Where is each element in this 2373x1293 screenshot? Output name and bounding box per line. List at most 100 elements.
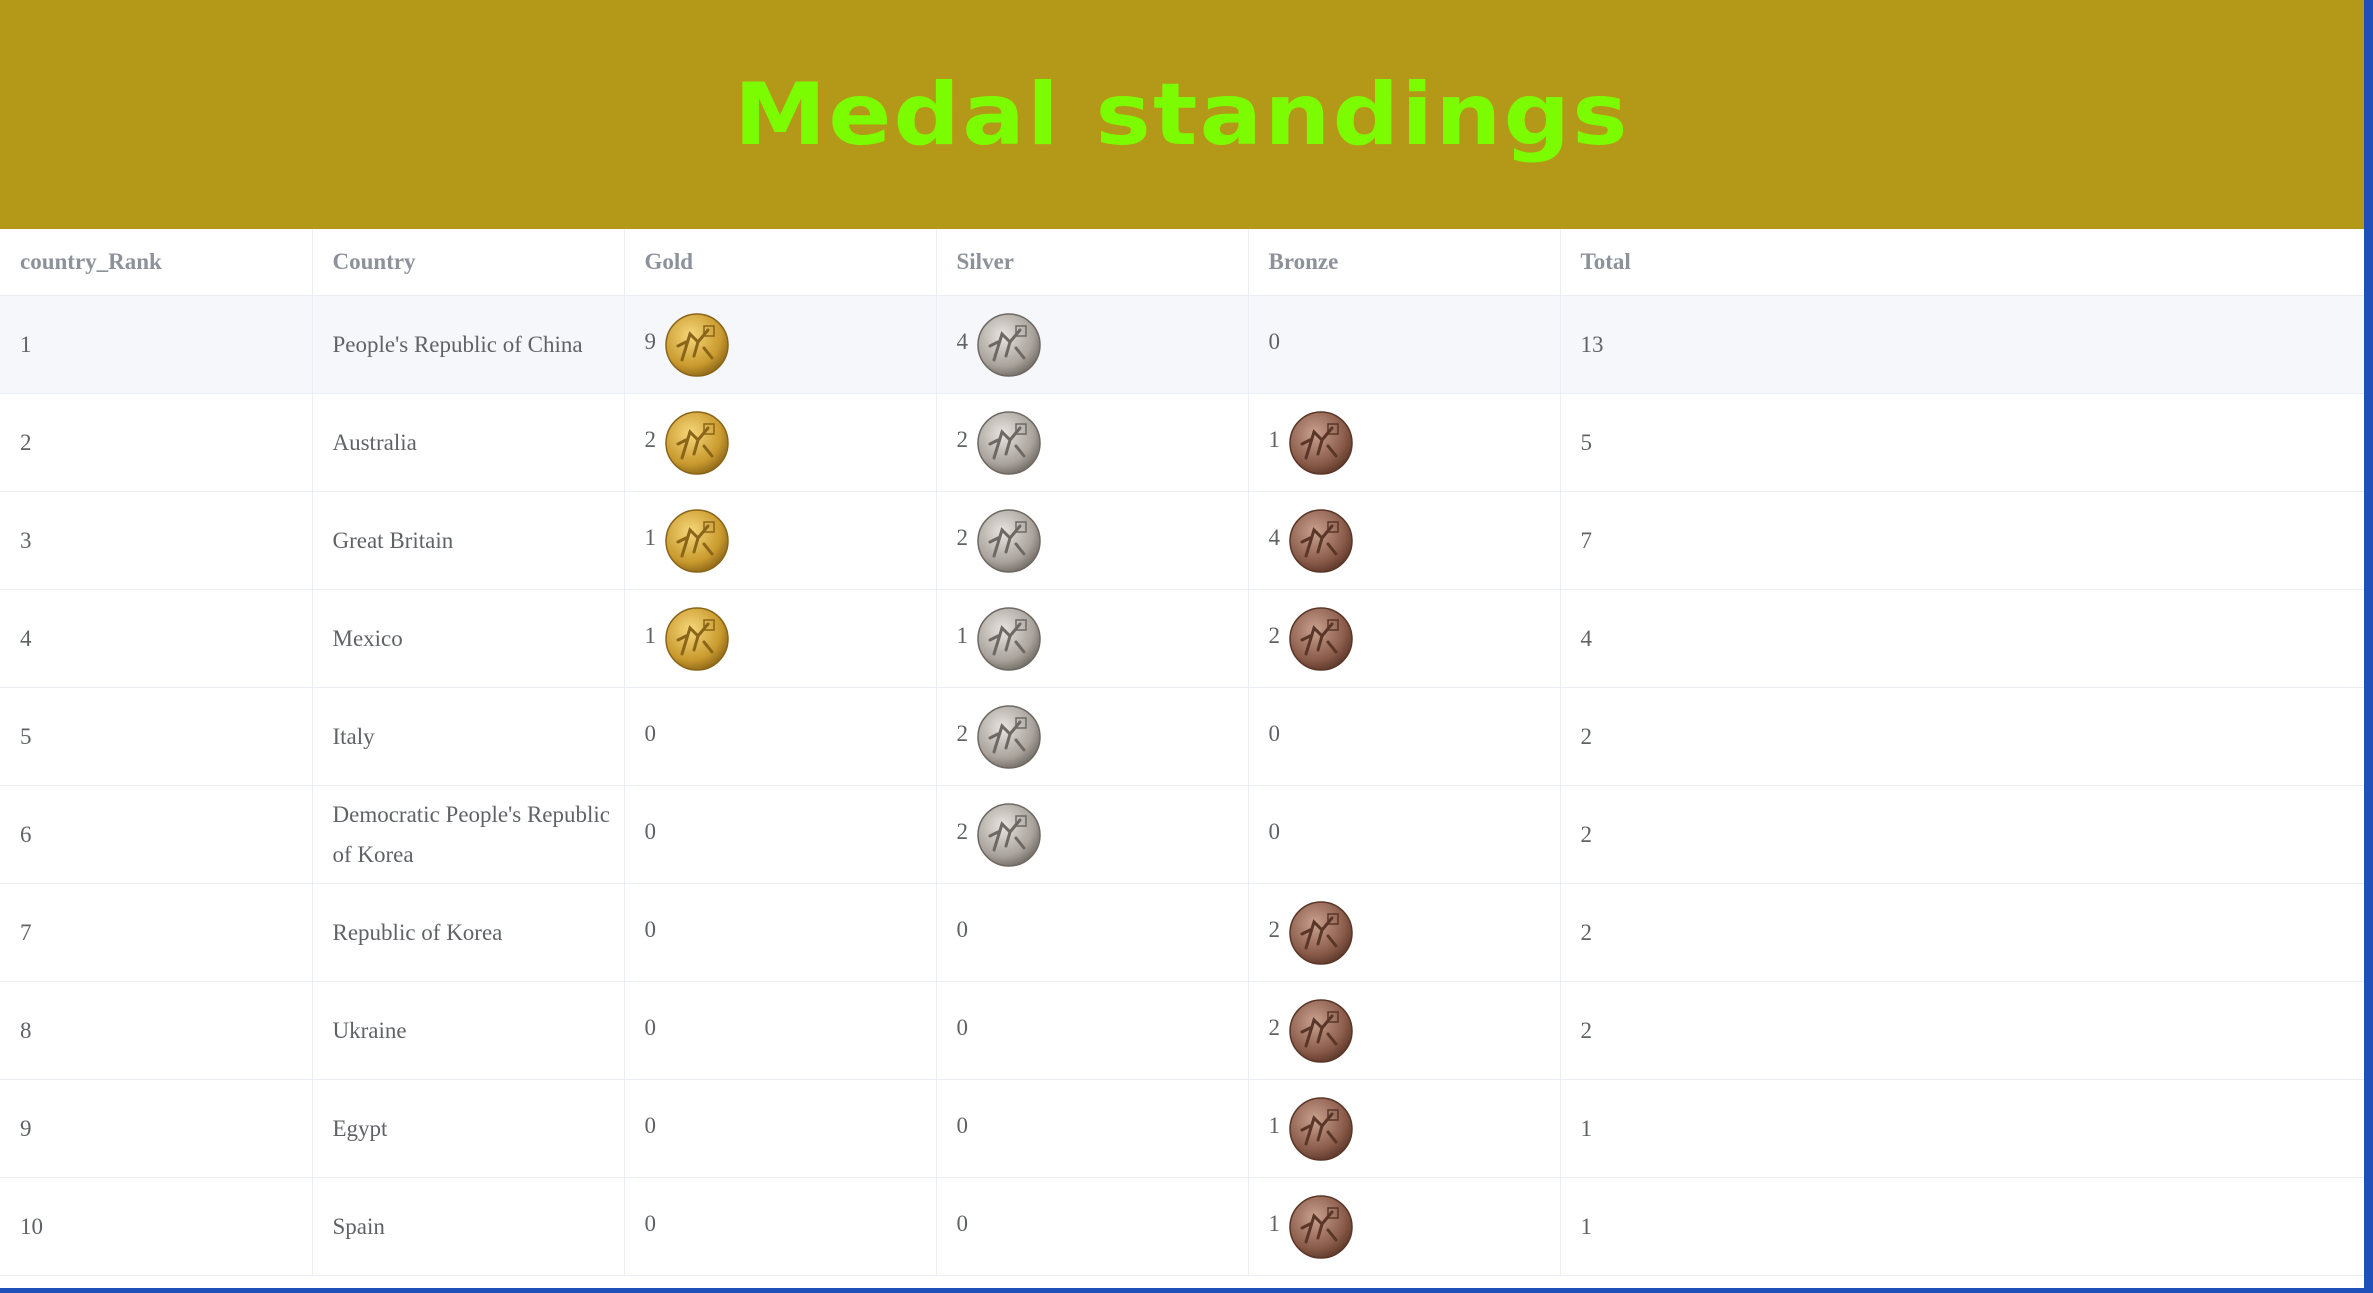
medal-cell: 2 [1269, 606, 1355, 672]
medal-cell: 2 [1269, 900, 1355, 966]
table-cell: 3 [0, 491, 313, 590]
table-cell: Spain [312, 1177, 625, 1276]
bronze-medal [1289, 900, 1353, 965]
medal-cell: 0 [645, 717, 657, 757]
table-cell: 2 [936, 491, 1249, 590]
medal-count: 1 [644, 622, 657, 648]
table-cell: 1 [624, 589, 937, 688]
bronze-medal [1289, 1194, 1353, 1259]
medal-cell: 0 [957, 1011, 969, 1051]
table-cell: Italy [312, 687, 625, 786]
medal-count: 0 [956, 1014, 969, 1040]
table-cell: 9 [0, 1079, 313, 1178]
medal-count: 0 [956, 1210, 969, 1236]
table-cell: 0 [624, 883, 937, 982]
column-header: Bronze [1248, 229, 1561, 296]
table-row: 9 Egypt 0 0 1 1 [0, 1079, 2364, 1178]
medal-count: 4 [1268, 524, 1281, 550]
medal-cell: 2 [957, 802, 1043, 868]
table-cell: 0 [1248, 687, 1561, 786]
medal-cell: 2 [957, 508, 1043, 574]
table-cell: 0 [624, 981, 937, 1080]
table-cell: 8 [0, 981, 313, 1080]
table-cell: 0 [624, 687, 937, 786]
medal-count: 0 [956, 916, 969, 942]
header: Medal standings [0, 0, 2364, 229]
table-cell: Great Britain [312, 491, 625, 590]
bronze-medal [1289, 606, 1353, 671]
table-cell: 1 [1248, 1079, 1561, 1178]
medal-count: 1 [956, 622, 969, 648]
table-cell: Ukraine [312, 981, 625, 1080]
medal-cell: 4 [957, 312, 1043, 378]
table-cell: 1 [1560, 1177, 2364, 1276]
medal-count: 0 [644, 818, 657, 844]
table-cell: 0 [624, 1177, 937, 1276]
table-cell: 7 [0, 883, 313, 982]
table-cell: 1 [624, 491, 937, 590]
table-cell: 0 [624, 785, 937, 884]
medal-cell: 1 [957, 606, 1043, 672]
table-cell: 2 [1560, 981, 2364, 1080]
medal-cell: 1 [645, 508, 731, 574]
table-row: 3 Great Britain 1 2 4 7 [0, 491, 2364, 590]
table-cell: 0 [624, 1079, 937, 1178]
table-cell: 9 [624, 295, 937, 394]
table-cell: 2 [936, 785, 1249, 884]
table-cell: 5 [0, 687, 313, 786]
medal-count: 0 [644, 1014, 657, 1040]
bronze-medal [1289, 410, 1353, 475]
medal-table: country_Rank Country Gold Silver Bronze Total… [0, 229, 2364, 1276]
column-header: Total [1560, 229, 2364, 296]
silver-medal [977, 312, 1041, 377]
medal-cell: 0 [645, 1109, 657, 1149]
table-cell: 2 [0, 393, 313, 492]
table-cell: 1 [0, 295, 313, 394]
medal-cell: 1 [1269, 1096, 1355, 1162]
medal-cell: 1 [1269, 1194, 1355, 1260]
table-cell: 1 [1248, 1177, 1561, 1276]
medal-count: 2 [1268, 622, 1281, 648]
medal-count: 2 [956, 426, 969, 452]
table-cell: 2 [1248, 589, 1561, 688]
table-cell: 2 [1560, 883, 2364, 982]
table-cell: 2 [1248, 981, 1561, 1080]
table-cell: Republic of Korea [312, 883, 625, 982]
silver-medal [977, 508, 1041, 573]
table-cell: 2 [1560, 687, 2364, 786]
column-header: country_Rank [0, 229, 313, 296]
medal-cell: 0 [645, 1011, 657, 1051]
medal-count: 2 [956, 720, 969, 746]
silver-medal [977, 606, 1041, 671]
table-cell: 10 [0, 1177, 313, 1276]
table-cell: 2 [1560, 785, 2364, 884]
table-cell: 2 [1248, 883, 1561, 982]
medal-count: 0 [644, 720, 657, 746]
medal-count: 2 [1268, 1014, 1281, 1040]
medal-cell: 0 [957, 913, 969, 953]
table-cell: Democratic People's Republic of Korea [312, 785, 625, 884]
table-cell: 0 [936, 1079, 1249, 1178]
header-row: country_Rank Country Gold Silver Bronze Total [0, 229, 2364, 296]
table-cell: 0 [936, 981, 1249, 1080]
table-row: 5 Italy 0 2 0 2 [0, 687, 2364, 786]
medal-cell: 2 [645, 410, 731, 476]
medal-count: 1 [1268, 1112, 1281, 1138]
table-cell: 0 [936, 1177, 1249, 1276]
medal-count: 0 [1268, 720, 1281, 746]
table-cell: 4 [936, 295, 1249, 394]
gold-medal [665, 508, 729, 573]
table-cell: 6 [0, 785, 313, 884]
medal-cell: 0 [645, 913, 657, 953]
medal-count: 1 [644, 524, 657, 550]
table-container: country_Rank Country Gold Silver Bronze Total… [0, 229, 2364, 1288]
medal-count: 0 [644, 916, 657, 942]
medal-cell: 1 [645, 606, 731, 672]
table-cell: 13 [1560, 295, 2364, 394]
gold-medal [665, 312, 729, 377]
table-cell: 0 [1248, 295, 1561, 394]
table-cell: People's Republic of China [312, 295, 625, 394]
table-cell: 4 [0, 589, 313, 688]
